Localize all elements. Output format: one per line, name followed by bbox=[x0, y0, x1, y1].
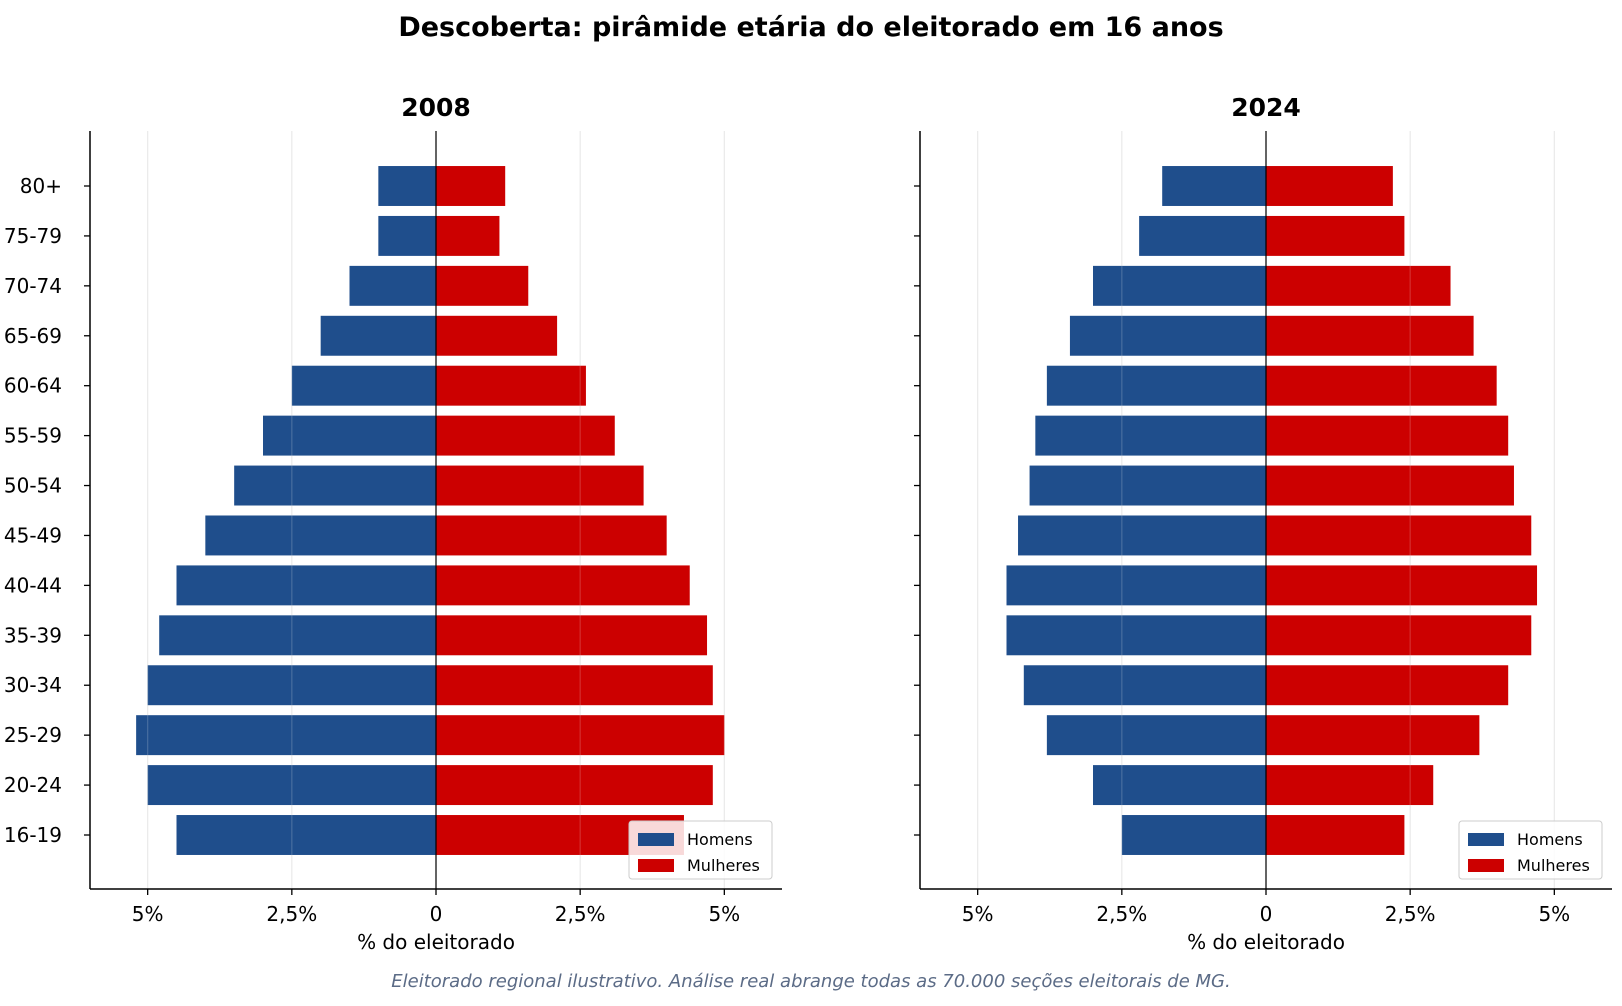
legend-label-0: Homens bbox=[687, 830, 753, 849]
bar-men-45-49 bbox=[205, 515, 436, 556]
bar-men-70-74 bbox=[349, 265, 436, 306]
bar-men-40-44 bbox=[1006, 565, 1266, 606]
y-tick-label: 75-79 bbox=[4, 224, 62, 248]
bar-women-40-44 bbox=[1266, 565, 1538, 606]
bar-women-70-74 bbox=[436, 265, 529, 306]
bar-women-50-54 bbox=[436, 465, 644, 506]
legend-swatch-0 bbox=[1468, 833, 1504, 846]
legend-swatch-1 bbox=[1468, 859, 1504, 872]
y-tick-label: 60-64 bbox=[4, 374, 62, 398]
panel-0: 16-19 20-24 25-29 30-34 35-39 40-44 45-49 50-54… bbox=[4, 93, 782, 954]
x-tick-label: 2,5% bbox=[1096, 902, 1147, 926]
bar-men-50-54 bbox=[234, 465, 436, 506]
bar-women-25-29 bbox=[1266, 715, 1480, 756]
bar-men-16-19 bbox=[176, 815, 436, 855]
panel-1: 5% 2,5% 0 2,5% 5% % do eleitorado 2024 Homens Mu… bbox=[914, 93, 1612, 954]
y-tick-label: 20-24 bbox=[4, 773, 62, 797]
x-tick-label: 5% bbox=[708, 902, 740, 926]
bar-women-30-34 bbox=[1266, 665, 1509, 706]
legend-label-1: Mulheres bbox=[1517, 856, 1590, 875]
y-tick-label: 45-49 bbox=[4, 523, 62, 547]
x-tick-label: 0 bbox=[430, 902, 443, 926]
y-tick-label: 50-54 bbox=[4, 474, 62, 498]
footnote: Eleitorado regional ilustrativo. Análise… bbox=[391, 971, 1230, 992]
y-tick-label: 80+ bbox=[20, 174, 62, 198]
legend-label-1: Mulheres bbox=[687, 856, 760, 875]
bar-men-65-69 bbox=[1069, 315, 1266, 356]
bar-women-20-24 bbox=[436, 765, 713, 806]
bar-women-45-49 bbox=[1266, 515, 1532, 556]
legend-label-0: Homens bbox=[1517, 830, 1583, 849]
x-tick-label: 5% bbox=[132, 902, 164, 926]
bar-women-75-79 bbox=[436, 215, 500, 256]
bar-men-70-74 bbox=[1093, 265, 1266, 306]
bar-men-65-69 bbox=[320, 315, 436, 356]
y-tick-label: 55-59 bbox=[4, 424, 62, 448]
bar-women-55-59 bbox=[1266, 415, 1509, 456]
bar-men-55-59 bbox=[263, 415, 436, 456]
bar-women-25-29 bbox=[436, 715, 725, 756]
bar-men-25-29 bbox=[136, 715, 436, 756]
bar-men-55-59 bbox=[1035, 415, 1266, 456]
bar-men-50-54 bbox=[1029, 465, 1266, 506]
bar-men-75-79 bbox=[378, 215, 436, 256]
bar-men-30-34 bbox=[1023, 665, 1266, 706]
y-tick-label: 16-19 bbox=[4, 823, 62, 847]
bar-women-30-34 bbox=[436, 665, 713, 706]
bar-men-16-19 bbox=[1121, 815, 1266, 855]
bar-men-40-44 bbox=[176, 565, 436, 606]
panel-title: 2008 bbox=[401, 93, 471, 122]
bar-men-80+ bbox=[378, 166, 436, 206]
figure-title: Descoberta: pirâmide etária do eleitorad… bbox=[398, 12, 1223, 43]
bar-women-40-44 bbox=[436, 565, 690, 606]
bar-men-60-64 bbox=[1046, 365, 1266, 406]
x-tick-label: 0 bbox=[1260, 902, 1273, 926]
y-tick-label: 25-29 bbox=[4, 723, 62, 747]
y-tick-label: 30-34 bbox=[4, 673, 62, 697]
legend-swatch-1 bbox=[638, 859, 674, 872]
bar-women-65-69 bbox=[1266, 315, 1474, 356]
x-tick-label: 2,5% bbox=[555, 902, 606, 926]
bar-men-30-34 bbox=[147, 665, 436, 706]
legend-swatch-0 bbox=[638, 833, 674, 846]
bar-men-35-39 bbox=[1006, 615, 1266, 656]
bar-women-45-49 bbox=[436, 515, 667, 556]
bar-women-35-39 bbox=[1266, 615, 1532, 656]
x-axis-label: % do eleitorado bbox=[1187, 930, 1345, 954]
bar-men-80+ bbox=[1162, 166, 1266, 206]
bar-women-80+ bbox=[1266, 166, 1393, 206]
bar-men-20-24 bbox=[1093, 765, 1266, 806]
y-tick-label: 40-44 bbox=[4, 573, 62, 597]
bar-men-60-64 bbox=[291, 365, 436, 406]
x-tick-label: 5% bbox=[1538, 902, 1570, 926]
bar-women-75-79 bbox=[1266, 215, 1405, 256]
bar-women-16-19 bbox=[1266, 815, 1405, 855]
bar-men-45-49 bbox=[1018, 515, 1266, 556]
bar-women-80+ bbox=[436, 166, 506, 206]
legend: Homens Mulheres bbox=[628, 820, 773, 880]
bar-women-60-64 bbox=[1266, 365, 1497, 406]
panel-title: 2024 bbox=[1231, 93, 1301, 122]
bar-women-20-24 bbox=[1266, 765, 1434, 806]
bar-women-55-59 bbox=[436, 415, 615, 456]
bar-men-20-24 bbox=[147, 765, 436, 806]
bar-men-25-29 bbox=[1046, 715, 1266, 756]
bar-women-70-74 bbox=[1266, 265, 1451, 306]
x-tick-label: 5% bbox=[962, 902, 994, 926]
x-tick-label: 2,5% bbox=[1385, 902, 1436, 926]
y-tick-label: 70-74 bbox=[4, 274, 62, 298]
bar-women-35-39 bbox=[436, 615, 708, 656]
y-tick-label: 35-39 bbox=[4, 623, 62, 647]
x-tick-label: 2,5% bbox=[266, 902, 317, 926]
bar-men-75-79 bbox=[1139, 215, 1266, 256]
y-tick-label: 65-69 bbox=[4, 324, 62, 348]
x-axis-label: % do eleitorado bbox=[357, 930, 515, 954]
legend: Homens Mulheres bbox=[1458, 820, 1603, 880]
bar-women-60-64 bbox=[436, 365, 586, 406]
bar-men-35-39 bbox=[159, 615, 436, 656]
bar-women-50-54 bbox=[1266, 465, 1514, 506]
bar-women-65-69 bbox=[436, 315, 558, 356]
